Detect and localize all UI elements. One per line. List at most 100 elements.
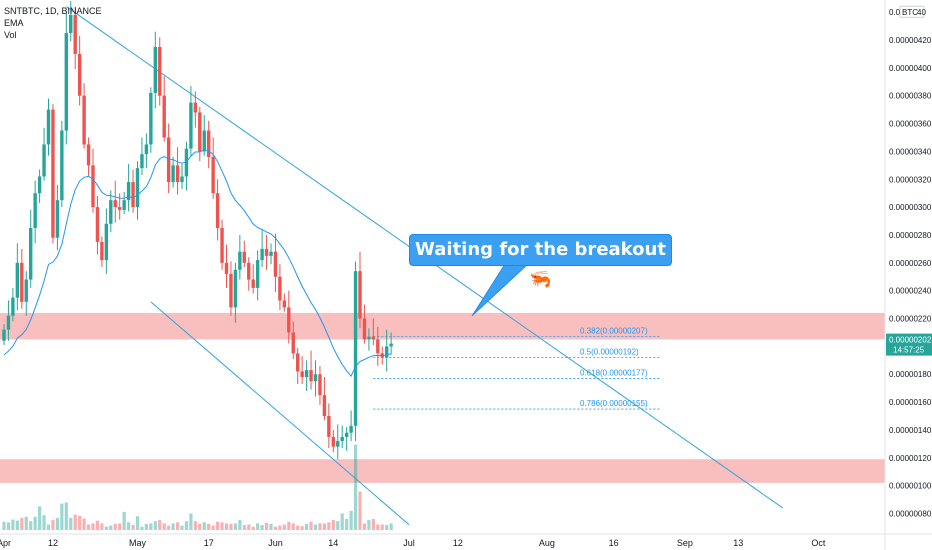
candle-body [229,273,233,308]
volume-bar [20,517,24,530]
zones-layer [0,312,885,483]
candle-body [353,271,358,426]
candle-body [238,251,242,270]
candle-body [362,318,367,340]
y-axis-tick-label: 0.00000300 [889,203,932,212]
candle-body [140,154,144,169]
volume-bar [140,526,144,530]
x-axis-tick-label: Aug [539,538,555,548]
candle-body [336,441,340,447]
y-axis-tick-label: 0.00000340 [889,147,932,156]
volume-bar [340,513,344,530]
volume-bar [73,514,77,530]
volume-bar [345,519,349,530]
candle-body [15,262,20,298]
candle-body [24,279,28,302]
candle-body [91,165,95,208]
candle-body [389,343,393,347]
candle-body [42,144,46,177]
candle-body [175,165,180,183]
y-axis-tick-label: 0.00000320 [889,175,932,184]
volume-bar [309,521,313,530]
x-axis-tick-label: 16 [609,538,619,548]
volume-bar [135,516,140,530]
volume-bar [149,523,153,530]
candle-body [158,46,162,96]
candle-body [287,307,291,333]
volume-layer [2,444,393,530]
candle-body [340,436,344,442]
candle-body [46,109,51,145]
volume-bar [233,523,237,530]
x-axis-tick-label: 14 [328,538,338,548]
fib-level-label: 0.618(0.00000177) [580,368,648,377]
y-axis-tick-label: 0.00000400 [889,64,932,73]
y-axis-tick-label: 0.00000180 [889,370,932,379]
candle-body [82,95,86,145]
indicator-ema-label[interactable]: EMA [4,18,24,28]
volume-bar [264,522,269,530]
volume-bar [273,526,278,530]
volume-bar [189,513,193,530]
volume-bar [162,523,166,530]
volume-bar [118,523,122,530]
candle-body [122,200,126,210]
support-zone [0,459,885,483]
symbol-title: SNTBTC, 1D, BINANCE [4,6,102,16]
candle-body [269,251,273,256]
volume-bar [269,523,273,530]
candle-body [296,353,300,372]
volume-bar [367,520,371,530]
breakout-callout[interactable]: Waiting for the breakout 🦐 [409,234,672,290]
x-axis-tick-label: 12 [48,538,58,548]
volume-bar [193,521,197,530]
volume-bar [247,524,251,530]
ema-line [3,149,392,378]
volume-bar [15,520,19,530]
volume-bar [42,515,46,530]
volume-bar [113,523,117,530]
volume-bar [376,524,380,530]
volume-bar [104,526,108,530]
volume-bar [287,521,291,530]
volume-bar [313,524,318,530]
candle-body [20,262,24,302]
y-axis-top-label: 0.0 [889,8,901,17]
candle-body [135,168,140,208]
volume-bar [100,523,104,530]
candle-body [247,262,251,280]
candle-body [233,269,238,308]
candle-body [242,251,246,263]
volume-bar [180,525,184,530]
candle-body [69,14,73,34]
volume-bar [109,525,113,530]
y-axis-tick-label: 0.00000120 [889,454,932,463]
candle-body [278,276,282,301]
candle-body [11,297,15,316]
volume-bar [95,520,100,530]
indicator-vol-label[interactable]: Vol [4,30,17,40]
volume-bar [349,510,353,530]
volume-bar [127,522,131,530]
volume-bar [91,523,95,530]
x-axis-tick-label: 12 [453,538,463,548]
volume-bar [251,526,255,530]
volume-bar [198,523,202,530]
price-badge-countdown: 14:57:25 [893,346,925,355]
volume-bar [318,523,322,530]
volume-bar [184,521,189,530]
x-axis-tick-label: Jul [403,538,415,548]
candles-layer [2,1,393,460]
volume-bar [260,525,264,530]
candle-body [153,46,157,93]
volume-bar [331,520,335,530]
volume-bar [122,511,126,530]
volume-bar [11,519,15,530]
candle-body [371,336,376,340]
volume-bar [327,522,331,530]
candle-body [385,346,389,358]
fib-level-label: 0.382(0.00000207) [580,327,648,336]
candle-body [29,228,33,280]
y-axis-tick-label: 0.00000280 [889,231,932,240]
